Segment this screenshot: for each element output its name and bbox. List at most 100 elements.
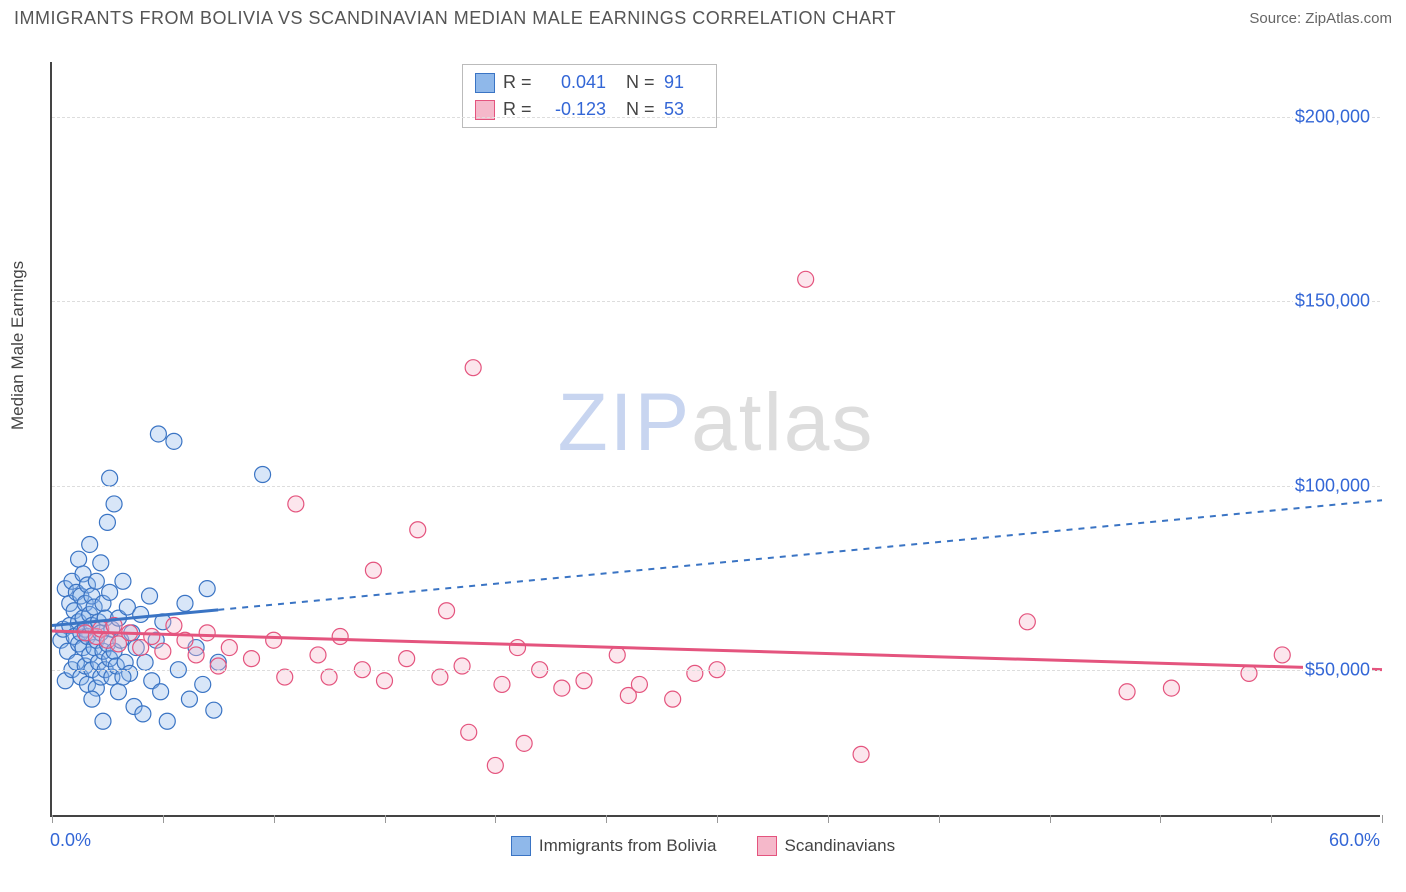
data-point [137,654,153,670]
source-attribution: Source: ZipAtlas.com [1249,10,1392,27]
chart-plot-area: ZIPatlas R =0.041N =91R =-0.123N =53 $50… [50,62,1380,817]
data-point [365,562,381,578]
r-value: -0.123 [541,96,606,123]
data-point [609,647,625,663]
page-title: IMMIGRANTS FROM BOLIVIA VS SCANDINAVIAN … [14,8,896,29]
data-point [494,676,510,692]
data-point [206,702,222,718]
data-point [439,603,455,619]
data-point [1274,647,1290,663]
data-point [1163,680,1179,696]
data-point [195,676,211,692]
data-point [155,643,171,659]
data-point [687,665,703,681]
data-point [377,673,393,689]
data-point [321,669,337,685]
data-point [853,746,869,762]
data-point [399,651,415,667]
legend-item: Immigrants from Bolivia [511,836,717,856]
y-axis-label: Median Male Earnings [8,261,28,430]
series-legend: Immigrants from Bolivia Scandinavians [0,836,1406,856]
data-point [142,588,158,604]
data-point [133,606,149,622]
data-point [332,629,348,645]
data-point [465,360,481,376]
x-tick [163,815,164,823]
gridline [52,301,1380,302]
x-tick [939,815,940,823]
x-tick [1050,815,1051,823]
r-value: 0.041 [541,69,606,96]
data-point [516,735,532,751]
data-point [576,673,592,689]
data-point [554,680,570,696]
data-point [188,647,204,663]
x-tick [717,815,718,823]
source-link[interactable]: ZipAtlas.com [1305,10,1392,27]
data-point [93,555,109,571]
x-tick [606,815,607,823]
x-tick [828,815,829,823]
r-label: R = [503,69,533,96]
data-point [115,573,131,589]
data-point [115,669,131,685]
n-value: 91 [664,69,704,96]
legend-label: Scandinavians [785,836,896,856]
x-tick [385,815,386,823]
x-tick [1382,815,1383,823]
chart-svg [52,62,1380,815]
legend-item: Scandinavians [757,836,896,856]
data-point [266,632,282,648]
y-tick-label: $100,000 [1293,475,1372,496]
data-point [166,433,182,449]
data-point [88,573,104,589]
data-point [135,706,151,722]
n-value: 53 [664,96,704,123]
data-point [631,676,647,692]
y-tick-label: $200,000 [1293,107,1372,128]
r-label: R = [503,96,533,123]
data-point [1019,614,1035,630]
data-point [510,640,526,656]
x-tick [1271,815,1272,823]
data-point [111,684,127,700]
correlation-legend: R = 0.041 N = 91 R = -0.123 N = 53 [462,64,717,128]
data-point [1119,684,1135,700]
data-point [461,724,477,740]
gridline [52,117,1380,118]
data-point [454,658,470,674]
data-point [310,647,326,663]
legend-swatch [757,836,777,856]
data-point [71,551,87,567]
n-label: N = [626,96,656,123]
data-point [102,470,118,486]
data-point [95,713,111,729]
data-point [177,595,193,611]
data-point [221,640,237,656]
data-point [82,536,98,552]
y-tick-label: $150,000 [1293,291,1372,312]
data-point [1241,665,1257,681]
gridline [52,486,1380,487]
x-tick [274,815,275,823]
data-point [144,629,160,645]
data-point [102,584,118,600]
data-point [150,426,166,442]
data-point [199,581,215,597]
data-point [153,684,169,700]
x-tick [1160,815,1161,823]
legend-label: Immigrants from Bolivia [539,836,717,856]
data-point [99,514,115,530]
data-point [432,669,448,685]
data-point [244,651,260,667]
data-point [798,271,814,287]
data-point [665,691,681,707]
gridline [52,670,1380,671]
n-label: N = [626,69,656,96]
trend-line-extrapolated [218,500,1382,610]
legend-swatch [511,836,531,856]
correlation-legend-row: R = -0.123 N = 53 [475,96,704,123]
data-point [181,691,197,707]
x-tick [495,815,496,823]
data-point [159,713,175,729]
